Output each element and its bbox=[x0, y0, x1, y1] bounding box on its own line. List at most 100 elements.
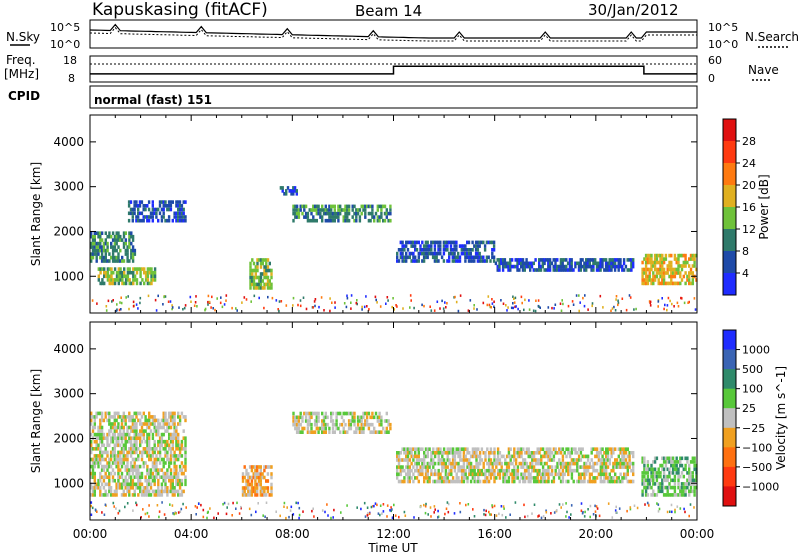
echo-cell bbox=[117, 259, 120, 263]
echo-cell bbox=[541, 468, 545, 473]
echo-cell bbox=[169, 447, 173, 451]
echo-cell bbox=[164, 411, 167, 416]
echo-cell bbox=[360, 415, 363, 420]
echo-cell bbox=[412, 255, 415, 260]
echo-cell bbox=[135, 429, 138, 433]
echo-cell bbox=[534, 479, 538, 484]
echo-cell bbox=[594, 261, 597, 266]
echo-cell bbox=[122, 231, 126, 235]
echo-cell bbox=[160, 493, 164, 497]
echo-cell bbox=[424, 476, 428, 480]
echo-cell bbox=[115, 309, 118, 312]
echo-cell bbox=[146, 468, 149, 472]
echo-cell bbox=[666, 489, 669, 494]
echo-cell bbox=[523, 503, 525, 507]
echo-cell bbox=[333, 508, 335, 512]
echo-cell bbox=[550, 458, 554, 462]
echo-cell bbox=[401, 244, 404, 248]
echo-cell bbox=[514, 468, 518, 473]
echo-cell bbox=[561, 472, 565, 477]
echo-cell bbox=[169, 411, 173, 416]
echo-cell bbox=[624, 451, 628, 455]
echo-cell bbox=[644, 471, 648, 475]
echo-cell bbox=[312, 430, 315, 434]
echo-cell bbox=[97, 482, 100, 487]
echo-cell bbox=[168, 436, 171, 440]
echo-cell bbox=[356, 506, 358, 509]
echo-cell bbox=[133, 248, 137, 253]
echo-cell bbox=[93, 478, 96, 483]
echo-cell bbox=[166, 204, 169, 208]
echo-cell bbox=[482, 472, 485, 477]
echo-cell bbox=[680, 267, 684, 272]
echo-cell bbox=[460, 468, 464, 473]
echo-cell bbox=[520, 451, 523, 455]
echo-cell bbox=[559, 472, 563, 477]
echo-cell bbox=[91, 506, 94, 510]
echo-cell bbox=[362, 415, 365, 420]
cpid-label: CPID bbox=[8, 89, 40, 103]
echo-cell bbox=[684, 463, 687, 468]
echo-cell bbox=[671, 281, 675, 286]
echo-cell bbox=[605, 451, 608, 455]
echo-cell bbox=[514, 296, 517, 300]
echo-cell bbox=[491, 302, 494, 305]
echo-cell bbox=[153, 493, 156, 497]
echo-cell bbox=[173, 493, 176, 497]
echo-cell bbox=[158, 450, 162, 455]
echo-cell bbox=[124, 457, 127, 462]
echo-cell bbox=[455, 300, 458, 304]
echo-cell bbox=[689, 482, 693, 486]
echo-cell bbox=[608, 479, 611, 484]
echo-cell bbox=[666, 510, 669, 514]
echo-cell bbox=[421, 461, 424, 466]
echo-cell bbox=[599, 476, 602, 480]
echo-cell bbox=[597, 458, 601, 462]
echo-cell bbox=[168, 443, 171, 448]
echo-cell bbox=[321, 430, 324, 434]
echo-cell bbox=[347, 204, 351, 209]
echo-cell bbox=[441, 454, 444, 459]
echo-cell bbox=[577, 476, 581, 480]
echo-cell bbox=[442, 447, 446, 451]
echo-cell bbox=[658, 507, 661, 511]
echo-cell bbox=[135, 457, 138, 462]
echo-cell bbox=[561, 458, 565, 462]
echo-cell bbox=[113, 447, 116, 451]
echo-cell bbox=[505, 468, 509, 473]
echo-cell bbox=[108, 478, 111, 483]
echo-cell bbox=[249, 272, 252, 276]
echo-cell bbox=[480, 259, 483, 263]
echo-cell bbox=[175, 215, 178, 219]
colorbar-cell bbox=[723, 388, 736, 409]
echo-cell bbox=[106, 450, 109, 455]
echo-cell bbox=[679, 264, 682, 268]
echo-cell bbox=[474, 251, 478, 256]
echo-cell bbox=[675, 471, 678, 475]
echo-cell bbox=[414, 248, 417, 252]
echo-cell bbox=[148, 436, 151, 440]
echo-cell bbox=[691, 264, 694, 268]
echo-cell bbox=[99, 245, 102, 249]
echo-cell bbox=[137, 307, 139, 310]
echo-cell bbox=[97, 461, 100, 465]
echo-cell bbox=[677, 493, 680, 497]
echo-cell bbox=[619, 261, 622, 266]
echo-cell bbox=[570, 476, 574, 480]
echo-cell bbox=[498, 468, 502, 473]
echo-cell bbox=[382, 218, 385, 223]
echo-cell bbox=[164, 443, 167, 448]
echo-cell bbox=[655, 478, 659, 483]
echo-cell bbox=[626, 461, 629, 466]
echo-cell bbox=[684, 493, 687, 497]
echo-cell bbox=[547, 472, 550, 477]
echo-cell bbox=[110, 281, 113, 286]
echo-cell bbox=[619, 447, 622, 451]
echo-cell bbox=[173, 512, 175, 516]
echo-cell bbox=[531, 458, 534, 462]
echo-cell bbox=[133, 461, 136, 465]
echo-cell bbox=[666, 304, 669, 307]
echo-cell bbox=[668, 267, 671, 272]
echo-cell bbox=[561, 476, 565, 480]
echo-cell bbox=[612, 461, 615, 466]
